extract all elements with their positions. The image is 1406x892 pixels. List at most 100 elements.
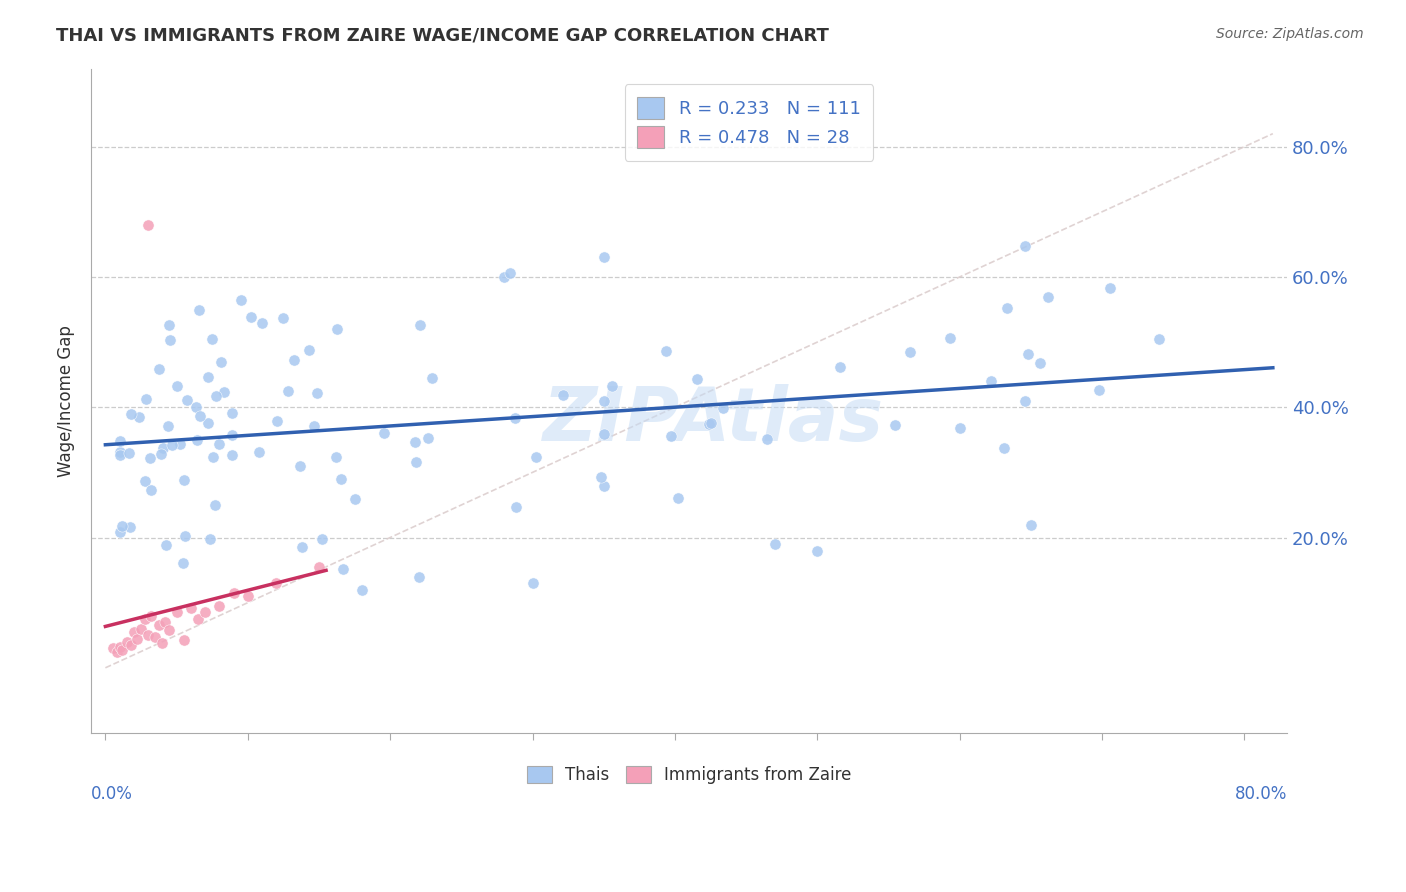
Point xyxy=(157,318,180,332)
Point xyxy=(551,388,574,402)
Point xyxy=(332,562,354,576)
Point xyxy=(159,623,181,637)
Point xyxy=(492,270,515,285)
Text: 80.0%: 80.0% xyxy=(1234,785,1286,804)
Point xyxy=(118,445,141,459)
Point xyxy=(174,529,197,543)
Point xyxy=(209,355,232,369)
Point xyxy=(308,559,330,574)
Point xyxy=(524,450,547,464)
Point xyxy=(176,392,198,407)
Point xyxy=(993,442,1015,456)
Point xyxy=(277,384,299,398)
Point xyxy=(108,444,131,458)
Point xyxy=(125,632,148,646)
Point xyxy=(108,448,131,462)
Point xyxy=(231,293,253,308)
Point xyxy=(208,436,231,450)
Point xyxy=(111,519,134,533)
Point xyxy=(197,416,219,430)
Point xyxy=(763,537,786,551)
Point xyxy=(202,450,225,464)
Point xyxy=(169,436,191,450)
Point xyxy=(806,543,828,558)
Point xyxy=(149,447,172,461)
Point xyxy=(120,638,142,652)
Point xyxy=(1017,347,1039,361)
Point xyxy=(152,442,174,456)
Point xyxy=(592,426,614,441)
Point xyxy=(155,538,177,552)
Point xyxy=(756,433,779,447)
Point xyxy=(148,618,170,632)
Point xyxy=(405,455,427,469)
Point xyxy=(1098,280,1121,294)
Point xyxy=(416,432,439,446)
Point xyxy=(187,612,209,626)
Point xyxy=(404,434,426,449)
Point xyxy=(188,303,211,318)
Point xyxy=(1014,394,1036,409)
Point xyxy=(980,374,1002,388)
Point xyxy=(157,418,180,433)
Point xyxy=(666,491,689,505)
Point xyxy=(325,450,347,465)
Text: ZIPAtlas: ZIPAtlas xyxy=(543,384,883,458)
Point xyxy=(186,433,208,447)
Point xyxy=(600,379,623,393)
Point xyxy=(939,330,962,344)
Point xyxy=(159,333,181,347)
Point xyxy=(1019,517,1042,532)
Point xyxy=(330,472,353,486)
Point xyxy=(420,370,443,384)
Point xyxy=(136,218,159,232)
Point xyxy=(655,343,678,358)
Point xyxy=(172,556,194,570)
Point xyxy=(101,641,124,656)
Point xyxy=(686,372,709,386)
Point xyxy=(162,438,184,452)
Point xyxy=(350,582,373,597)
Point xyxy=(592,393,614,408)
Point xyxy=(200,532,222,546)
Point xyxy=(221,448,243,462)
Point xyxy=(949,421,972,435)
Point xyxy=(997,301,1019,315)
Point xyxy=(139,608,162,623)
Y-axis label: Wage/Income Gap: Wage/Income Gap xyxy=(58,325,75,476)
Legend: Thais, Immigrants from Zaire: Thais, Immigrants from Zaire xyxy=(520,760,858,791)
Point xyxy=(326,322,349,336)
Point xyxy=(173,633,195,648)
Point xyxy=(711,401,734,415)
Point xyxy=(264,576,287,591)
Point xyxy=(205,389,228,403)
Point xyxy=(1036,290,1059,304)
Text: Source: ZipAtlas.com: Source: ZipAtlas.com xyxy=(1216,27,1364,41)
Point xyxy=(236,589,259,603)
Point xyxy=(700,416,723,430)
Point xyxy=(134,474,156,488)
Point xyxy=(180,600,202,615)
Point xyxy=(592,479,614,493)
Point xyxy=(135,392,157,406)
Point xyxy=(884,418,907,433)
Point xyxy=(204,498,226,512)
Point xyxy=(900,345,922,359)
Point xyxy=(173,473,195,487)
Point xyxy=(221,406,243,420)
Point xyxy=(288,458,311,473)
Point xyxy=(120,407,142,421)
Point xyxy=(111,642,134,657)
Point xyxy=(1147,332,1170,346)
Point xyxy=(239,310,262,324)
Point xyxy=(250,316,273,330)
Point xyxy=(499,266,522,280)
Point xyxy=(139,451,162,466)
Point xyxy=(197,370,219,384)
Point xyxy=(503,410,526,425)
Point xyxy=(697,417,720,431)
Point xyxy=(298,343,321,357)
Point xyxy=(108,434,131,449)
Point xyxy=(166,378,188,392)
Point xyxy=(409,318,432,332)
